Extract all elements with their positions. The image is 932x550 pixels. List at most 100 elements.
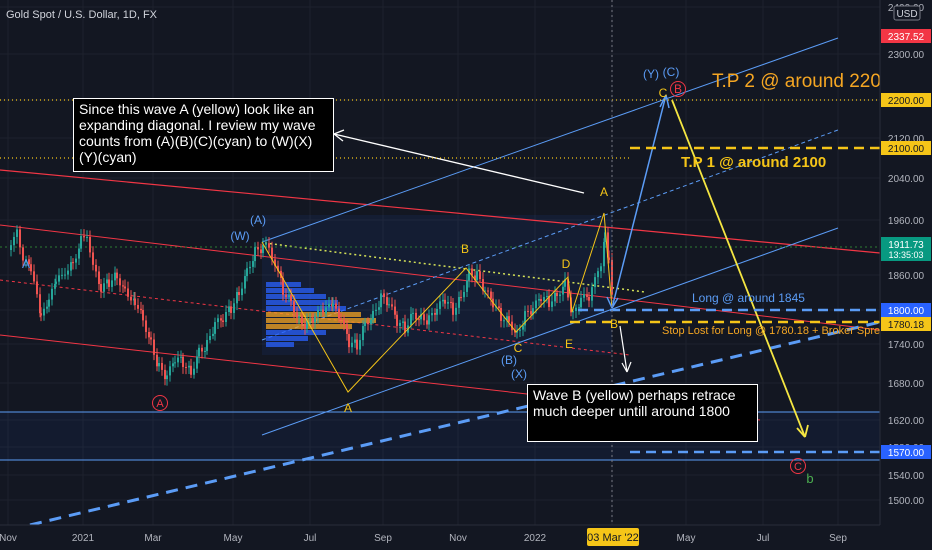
candle-body: [412, 312, 414, 314]
candle-body: [444, 299, 446, 304]
candle-body: [265, 243, 267, 245]
candle-body: [527, 311, 529, 313]
volume-bar: [266, 324, 352, 329]
candle-body: [70, 262, 72, 271]
candle-body: [103, 283, 105, 292]
candle-body: [436, 308, 438, 315]
candle-body: [28, 259, 30, 265]
candle-body: [351, 342, 353, 348]
candle-body: [594, 277, 596, 288]
candle-body: [580, 297, 582, 308]
candle-body: [506, 316, 508, 321]
wave-label: E: [565, 337, 573, 351]
volume-bar: [266, 300, 338, 305]
time-tick-label: May: [677, 533, 696, 544]
mid-red-line: [0, 224, 881, 331]
wave-label-circle: [152, 395, 168, 411]
upper-blue-channel: [261, 37, 839, 243]
candle-body: [304, 323, 306, 329]
candle-body: [338, 308, 340, 319]
candle-body: [188, 365, 190, 368]
wave-label: (B): [501, 353, 517, 367]
candle-body: [241, 288, 243, 296]
candle-body: [137, 304, 139, 309]
candle-body: [25, 259, 27, 261]
volume-bar: [266, 294, 326, 299]
candle-body: [204, 350, 206, 352]
candle-body: [604, 232, 606, 243]
wave-label: A: [344, 401, 352, 415]
price-badge-label: 1800.00: [888, 306, 925, 317]
candle-body: [391, 304, 393, 307]
price-badge-label: 1570.00: [888, 448, 925, 459]
candle-body: [296, 312, 298, 318]
tp2-label: T.P 2 @ around 2200: [712, 71, 892, 92]
candle-body: [356, 339, 358, 350]
trend-channels: [0, 37, 881, 527]
candle-body: [172, 363, 174, 367]
candle-body: [174, 362, 176, 364]
candle-body: [222, 320, 224, 322]
candle-body: [540, 299, 542, 302]
candle-body: [142, 310, 144, 321]
axis-corner: [880, 525, 932, 550]
candle-body: [476, 271, 478, 280]
candle-body: [55, 281, 57, 284]
candle-body: [532, 308, 534, 315]
volume-bar: [266, 330, 326, 335]
candle-body: [198, 347, 200, 357]
price-axis[interactable]: [880, 0, 932, 525]
price-badge: [881, 29, 931, 43]
candle-body: [290, 295, 292, 302]
candle-body: [262, 244, 264, 254]
price-badge-label: 1911.73: [888, 240, 924, 251]
wave-label: B: [610, 317, 618, 331]
diagonal-dotted: [264, 242, 646, 293]
candle-body: [209, 336, 211, 341]
candle-body: [244, 276, 246, 289]
wave-label: D: [562, 257, 571, 271]
candle-body: [166, 375, 168, 380]
candle-body: [127, 288, 129, 297]
candle-body: [271, 247, 273, 260]
arrow-head: [333, 129, 345, 135]
candle-body: [196, 356, 198, 369]
currency-button[interactable]: [893, 5, 921, 21]
candle-body: [603, 242, 605, 267]
wave-label: (A): [250, 213, 266, 227]
volume-bar: [266, 306, 346, 311]
candle-body: [220, 318, 222, 321]
candle-body: [145, 320, 147, 332]
wave-label: C: [659, 86, 668, 100]
volume-bar: [266, 318, 376, 323]
volume-bar: [266, 336, 308, 341]
candle-body: [48, 299, 50, 307]
candle-body: [463, 291, 465, 298]
candle-body: [511, 321, 513, 331]
candle-body: [40, 313, 42, 316]
arrow-head: [606, 296, 613, 309]
candle-body: [359, 340, 361, 350]
time-axis[interactable]: [0, 525, 932, 550]
candle-body: [410, 313, 412, 326]
candle-body: [575, 307, 577, 312]
candle-body: [293, 301, 295, 313]
candle-body: [10, 245, 12, 250]
time-axis-ticks: Nov 2021 Mar May Jul Sep Nov 2022 May Jul Sep: [0, 533, 847, 544]
candle-body: [180, 356, 182, 358]
chart-grid: [0, 0, 880, 525]
price-tick-label: 1620.00: [888, 416, 925, 427]
candle-body: [233, 303, 235, 313]
candle-body: [301, 316, 303, 324]
candle-body: [158, 363, 160, 367]
candle-body: [468, 268, 470, 281]
candle-body: [80, 236, 82, 249]
candle-body: [298, 316, 300, 318]
price-badge-label: 2337.52: [888, 32, 925, 43]
candle-body: [246, 268, 248, 277]
candle-body: [54, 283, 56, 289]
candle-body: [522, 325, 524, 330]
candle-body: [362, 326, 364, 341]
current-date-label: 03 Mar '22: [587, 532, 639, 544]
